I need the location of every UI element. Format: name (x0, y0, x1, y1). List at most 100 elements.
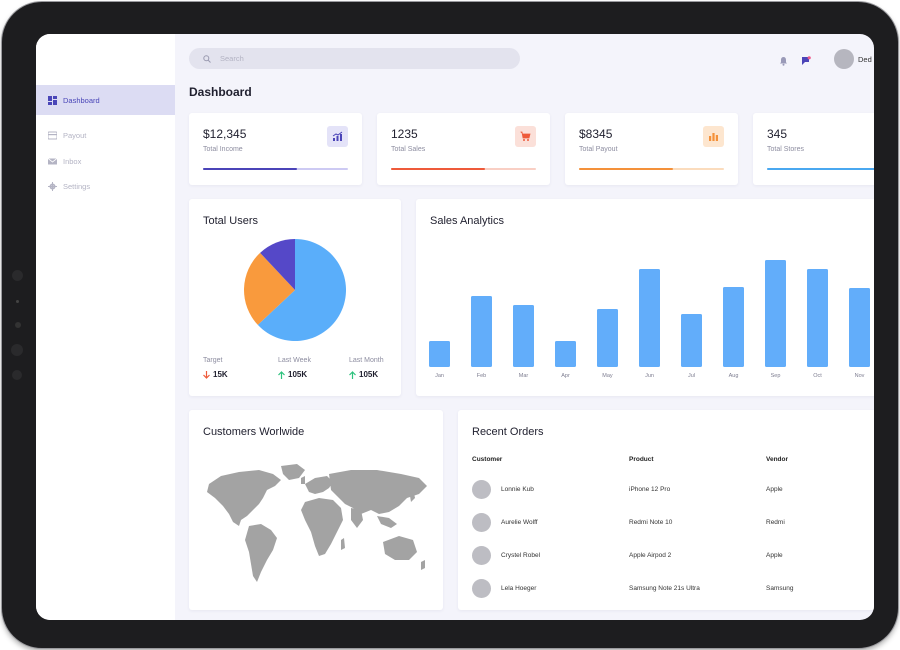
legend-value-row: 105K (349, 370, 384, 379)
side-dot (15, 322, 21, 328)
x-tick-label: Apr (561, 373, 570, 379)
legend-target: Target 15K (203, 357, 228, 379)
credit-card-icon (47, 131, 58, 140)
cell-product: iPhone 12 Pro (629, 486, 671, 493)
cell-product: Apple Airpod 2 (629, 552, 672, 559)
x-tick-label: May (602, 373, 613, 379)
stat-card-stores[interactable]: 345 Total Stores (753, 113, 874, 185)
user-name[interactable]: Ded (858, 55, 872, 64)
x-tick-label: Mar (519, 373, 529, 379)
stat-card-payout[interactable]: $8345 Total Payout (565, 113, 738, 185)
legend-label: Last Month (349, 357, 384, 364)
cart-icon (515, 126, 536, 147)
cell-customer: Lela Hoeger (501, 585, 537, 592)
side-dot (11, 344, 23, 356)
legend-value: 105K (288, 370, 308, 379)
x-tick-label: Jun (645, 373, 654, 379)
cell-product: Samsung Note 21s Ultra (629, 585, 700, 592)
legend-last-week: Last Week 105K (278, 357, 311, 379)
trending-up-chart-icon (327, 126, 348, 147)
bar[interactable] (681, 314, 702, 367)
bar[interactable] (723, 287, 744, 367)
stat-label: Total Income (203, 146, 243, 153)
legend-value: 15K (213, 370, 228, 379)
column-header-product[interactable]: Product (629, 456, 654, 463)
cell-vendor: Apple (766, 552, 783, 559)
stat-card-income[interactable]: $12,345 Total Income (189, 113, 362, 185)
notification-flag-icon[interactable] (801, 53, 811, 71)
bar[interactable] (597, 309, 618, 367)
stat-progress-track (767, 168, 874, 170)
card-title: Sales Analytics (430, 215, 504, 227)
sidebar-item-inbox[interactable]: Inbox (36, 146, 175, 176)
legend-value: 105K (359, 370, 379, 379)
africa-shape (301, 498, 343, 556)
customers-worldwide-card: Customers Worlwide (189, 410, 443, 610)
legend-value-row: 15K (203, 370, 228, 379)
madagascar-shape (341, 538, 345, 550)
cell-customer: Crystel Robel (501, 552, 541, 559)
dashboard-icon (48, 95, 57, 105)
bar[interactable] (849, 288, 870, 367)
sidebar-item-settings[interactable]: Settings (36, 171, 175, 201)
pie-slice[interactable] (244, 252, 295, 325)
column-header-vendor[interactable]: Vendor (766, 456, 789, 463)
sidebar-item-label: Settings (63, 181, 91, 191)
search-bar[interactable] (189, 48, 520, 69)
sidebar-item-payout[interactable]: Payout (36, 120, 175, 150)
avatar (472, 513, 491, 532)
arrow-up-icon (278, 370, 285, 379)
bar[interactable] (555, 341, 576, 367)
legend-label: Last Week (278, 357, 311, 364)
x-tick-label: Jan (435, 373, 444, 379)
stat-value: $12,345 (203, 127, 247, 141)
sidebar-item-label: Dashboard (63, 95, 100, 105)
bar[interactable] (513, 305, 534, 367)
stat-card-sales[interactable]: 1235 Total Sales (377, 113, 550, 185)
stat-value: 1235 (391, 127, 418, 141)
pie-slice[interactable] (260, 239, 295, 290)
bar[interactable] (765, 260, 786, 367)
stat-progress-fill (203, 168, 298, 170)
stat-progress-fill (767, 168, 874, 170)
sidebar-item-label: Payout (63, 130, 87, 140)
avatar (472, 579, 491, 598)
recent-orders-card: Recent Orders Customer Product Vendor Lo… (458, 410, 874, 610)
column-header-customer[interactable]: Customer (472, 456, 503, 463)
stat-progress-track (579, 168, 724, 170)
south-america-shape (245, 524, 277, 582)
screen: Dashboard Payout Inbox Settings (36, 34, 874, 620)
x-tick-label: Feb (477, 373, 486, 379)
legend-label: Target (203, 357, 223, 364)
bar[interactable] (807, 269, 828, 367)
avatar[interactable] (834, 49, 854, 69)
pie-slice[interactable] (257, 239, 346, 341)
legend-last-month: Last Month 105K (349, 357, 384, 379)
india-shape (351, 508, 363, 528)
greenland-shape (281, 464, 305, 480)
search-input[interactable] (220, 54, 500, 63)
north-america-shape (207, 470, 281, 526)
cell-product: Redmi Note 10 (629, 519, 673, 526)
arrow-down-icon (203, 370, 210, 379)
x-tick-label: Sep (771, 373, 781, 379)
camera-dot (12, 270, 23, 281)
sidebar: Dashboard Payout Inbox Settings (36, 34, 175, 620)
stat-progress-track (391, 168, 536, 170)
sidebar-item-label: Inbox (63, 156, 82, 166)
arrow-up-icon (349, 370, 356, 379)
bar[interactable] (429, 341, 450, 367)
bar[interactable] (471, 296, 492, 367)
page-title: Dashboard (189, 85, 252, 99)
bell-icon[interactable] (779, 53, 788, 71)
x-tick-label: Nov (855, 373, 865, 379)
total-users-card: Total Users Target 15K Last Week 105K (189, 199, 401, 396)
sidebar-item-dashboard[interactable]: Dashboard (36, 85, 175, 115)
legend-value-row: 105K (278, 370, 311, 379)
x-tick-label: Oct (813, 373, 822, 379)
se-asia-shape (377, 516, 397, 528)
cell-vendor: Apple (766, 486, 783, 493)
bar[interactable] (639, 269, 660, 367)
world-map (207, 464, 427, 582)
